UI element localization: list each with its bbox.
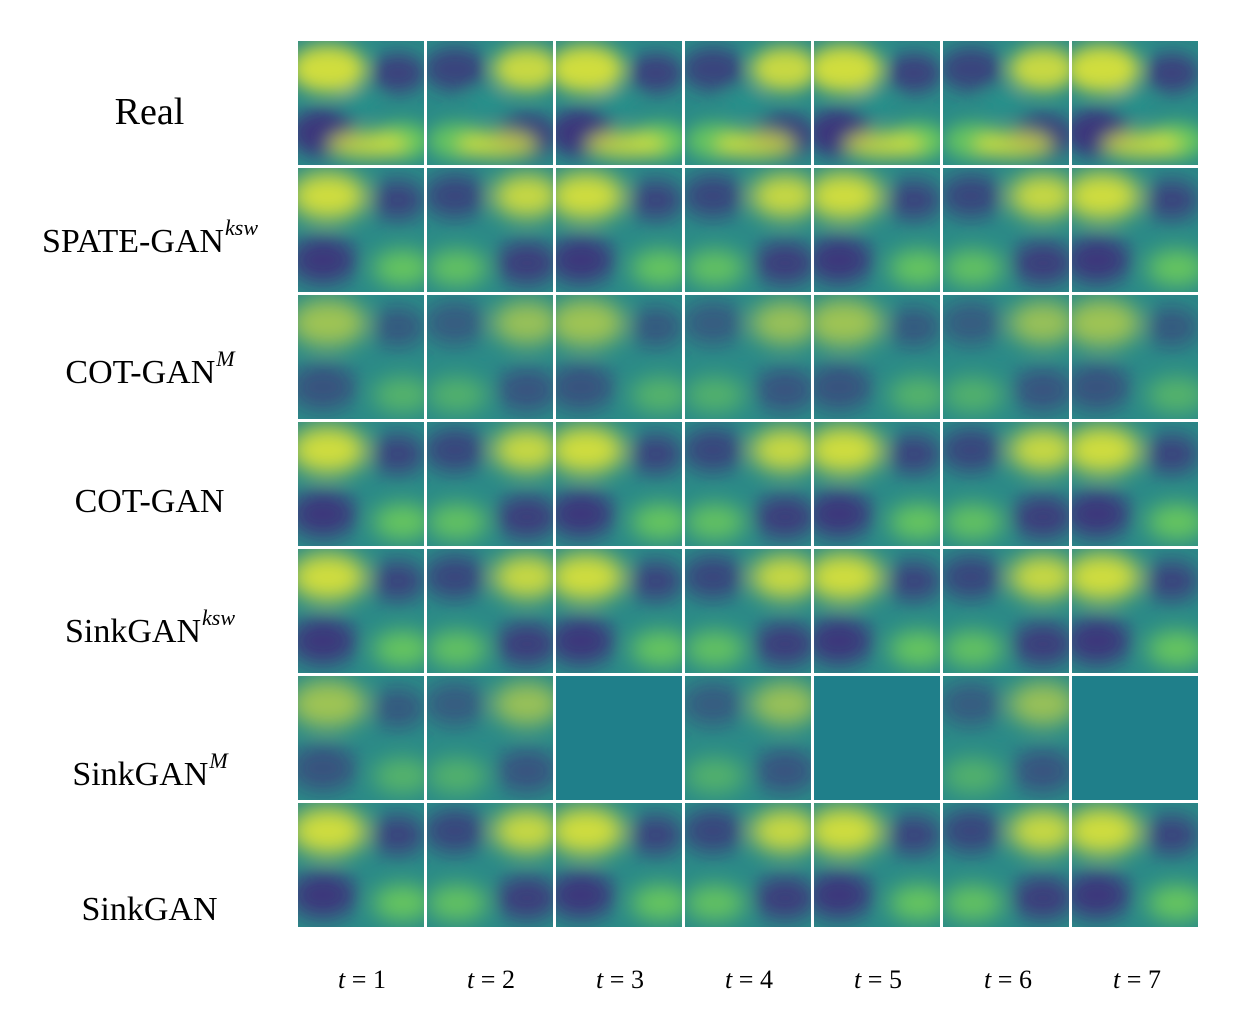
sample-panel xyxy=(1072,549,1198,673)
sample-panel xyxy=(943,422,1069,546)
sample-panel xyxy=(814,295,940,419)
sample-panel xyxy=(556,549,682,673)
sample-panel xyxy=(556,422,682,546)
sample-panel xyxy=(556,168,682,292)
sample-panel xyxy=(943,168,1069,292)
sample-panel xyxy=(427,422,553,546)
sample-panel xyxy=(1072,168,1198,292)
sample-panel xyxy=(298,549,424,673)
sample-panel xyxy=(427,676,553,800)
sample-panel xyxy=(1072,803,1198,927)
sample-panel xyxy=(298,803,424,927)
sample-panel xyxy=(685,168,811,292)
time-label-7: t = 7 xyxy=(1113,965,1161,994)
sample-panel xyxy=(814,168,940,292)
sample-panel xyxy=(814,41,940,165)
sample-panel xyxy=(1072,422,1198,546)
sample-panel xyxy=(685,422,811,546)
sample-panel xyxy=(685,803,811,927)
sample-panel xyxy=(814,803,940,927)
sample-panel xyxy=(427,295,553,419)
sample-panel xyxy=(685,676,811,800)
sample-panel xyxy=(556,803,682,927)
sample-panel xyxy=(298,676,424,800)
sample-panel xyxy=(943,295,1069,419)
row-label-sinkgan: SinkGAN xyxy=(81,891,218,928)
time-label-4: t = 4 xyxy=(725,965,773,994)
time-label-2: t = 2 xyxy=(467,965,515,994)
sample-panel xyxy=(685,295,811,419)
sample-panel xyxy=(427,549,553,673)
sample-panel xyxy=(814,422,940,546)
sample-panel xyxy=(685,549,811,673)
time-label-6: t = 6 xyxy=(984,965,1032,994)
row-label-spate-gan-ksw: SPATE-GAN ksw xyxy=(41,215,258,260)
time-label-3: t = 3 xyxy=(596,965,644,994)
sample-panel xyxy=(298,422,424,546)
sample-panel xyxy=(943,803,1069,927)
row-label-sinkgan-m: SinkGAN M xyxy=(72,748,228,793)
sample-panel xyxy=(943,549,1069,673)
time-label-5: t = 5 xyxy=(854,965,902,994)
sample-panel xyxy=(1072,676,1198,800)
sample-panel xyxy=(427,168,553,292)
sample-panel xyxy=(814,676,940,800)
sample-panel xyxy=(685,41,811,165)
sample-panel xyxy=(556,676,682,800)
sample-panel xyxy=(556,295,682,419)
row-label-sinkgan-ksw: SinkGAN ksw xyxy=(64,605,236,650)
row-label-cot-gan: COT-GAN xyxy=(74,483,225,520)
sample-panel xyxy=(427,803,553,927)
sample-panel xyxy=(943,41,1069,165)
sample-panel xyxy=(298,168,424,292)
sample-panel xyxy=(943,676,1069,800)
row-label-cot-gan-m: COT-GAN M xyxy=(65,346,235,391)
sample-panel xyxy=(556,41,682,165)
time-label-1: t = 1 xyxy=(338,965,386,994)
sample-panel xyxy=(1072,295,1198,419)
row-label-real: Real xyxy=(114,91,185,133)
sample-panel xyxy=(814,549,940,673)
sample-panel xyxy=(1072,41,1198,165)
sample-panel xyxy=(298,41,424,165)
sample-grid xyxy=(298,41,1202,963)
sample-panel xyxy=(298,295,424,419)
sample-panel xyxy=(427,41,553,165)
